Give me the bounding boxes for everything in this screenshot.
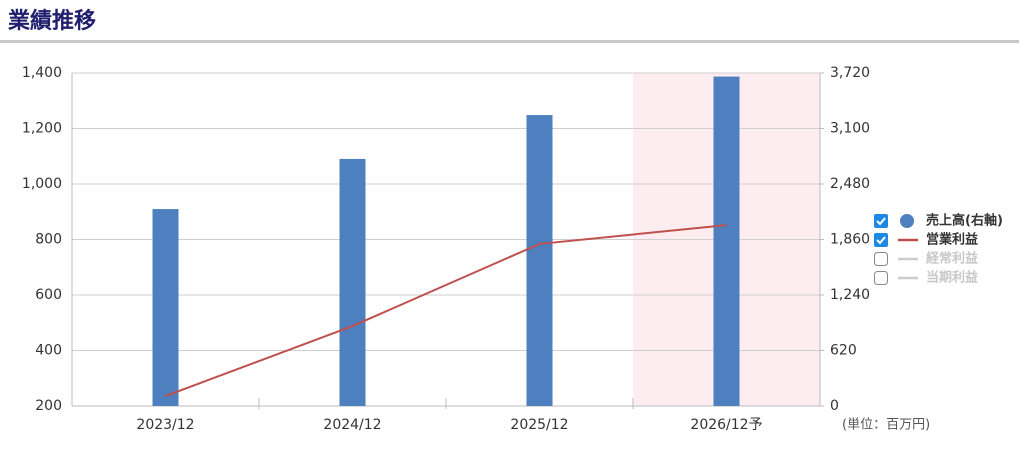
legend-marker <box>900 214 914 228</box>
legend-checkbox[interactable] <box>874 214 888 228</box>
bar <box>152 209 179 406</box>
legend-checkmark <box>876 236 886 245</box>
y-tick-label: 200 <box>35 398 62 414</box>
y-tick-label: 1,000 <box>22 176 62 192</box>
y2-tick-label: 3,100 <box>830 121 870 137</box>
x-tick-label: 2023/12 <box>136 417 194 433</box>
y2-tick-label: 620 <box>830 343 857 359</box>
y-tick-label: 600 <box>35 287 62 303</box>
legend-checkbox[interactable] <box>874 233 888 247</box>
y2-tick-label: 2,480 <box>830 176 870 192</box>
y2-tick-label: 3,720 <box>830 65 870 81</box>
legend-checkmark <box>876 217 886 226</box>
y2-tick-label: 1,240 <box>830 287 870 303</box>
y2-tick-label: 1,860 <box>830 232 870 248</box>
legend-label[interactable]: 売上高(右軸) <box>926 213 1003 229</box>
bar <box>339 158 366 406</box>
bar <box>713 76 740 407</box>
legend-label[interactable]: 経常利益 <box>926 251 978 267</box>
y-tick-label: 800 <box>35 232 62 248</box>
y-tick-label: 400 <box>35 343 62 359</box>
title-rule <box>0 40 1019 43</box>
legend-label[interactable]: 当期利益 <box>926 270 978 286</box>
page-title: 業績推移 <box>8 8 96 34</box>
legend-label[interactable]: 営業利益 <box>926 232 978 248</box>
unit-label: (単位：百万円) <box>842 417 930 433</box>
line <box>165 224 727 397</box>
y-tick-label: 1,200 <box>22 121 62 137</box>
y2-tick-label: 0 <box>830 398 839 414</box>
y-tick-label: 1,400 <box>22 65 62 81</box>
legend-checkbox[interactable] <box>874 252 888 266</box>
legend-checkbox[interactable] <box>874 271 888 285</box>
bar <box>526 115 553 407</box>
x-tick-label: 2026/12予 <box>690 417 762 433</box>
x-tick-label: 2024/12 <box>323 417 381 433</box>
x-tick-label: 2025/12 <box>510 417 568 433</box>
